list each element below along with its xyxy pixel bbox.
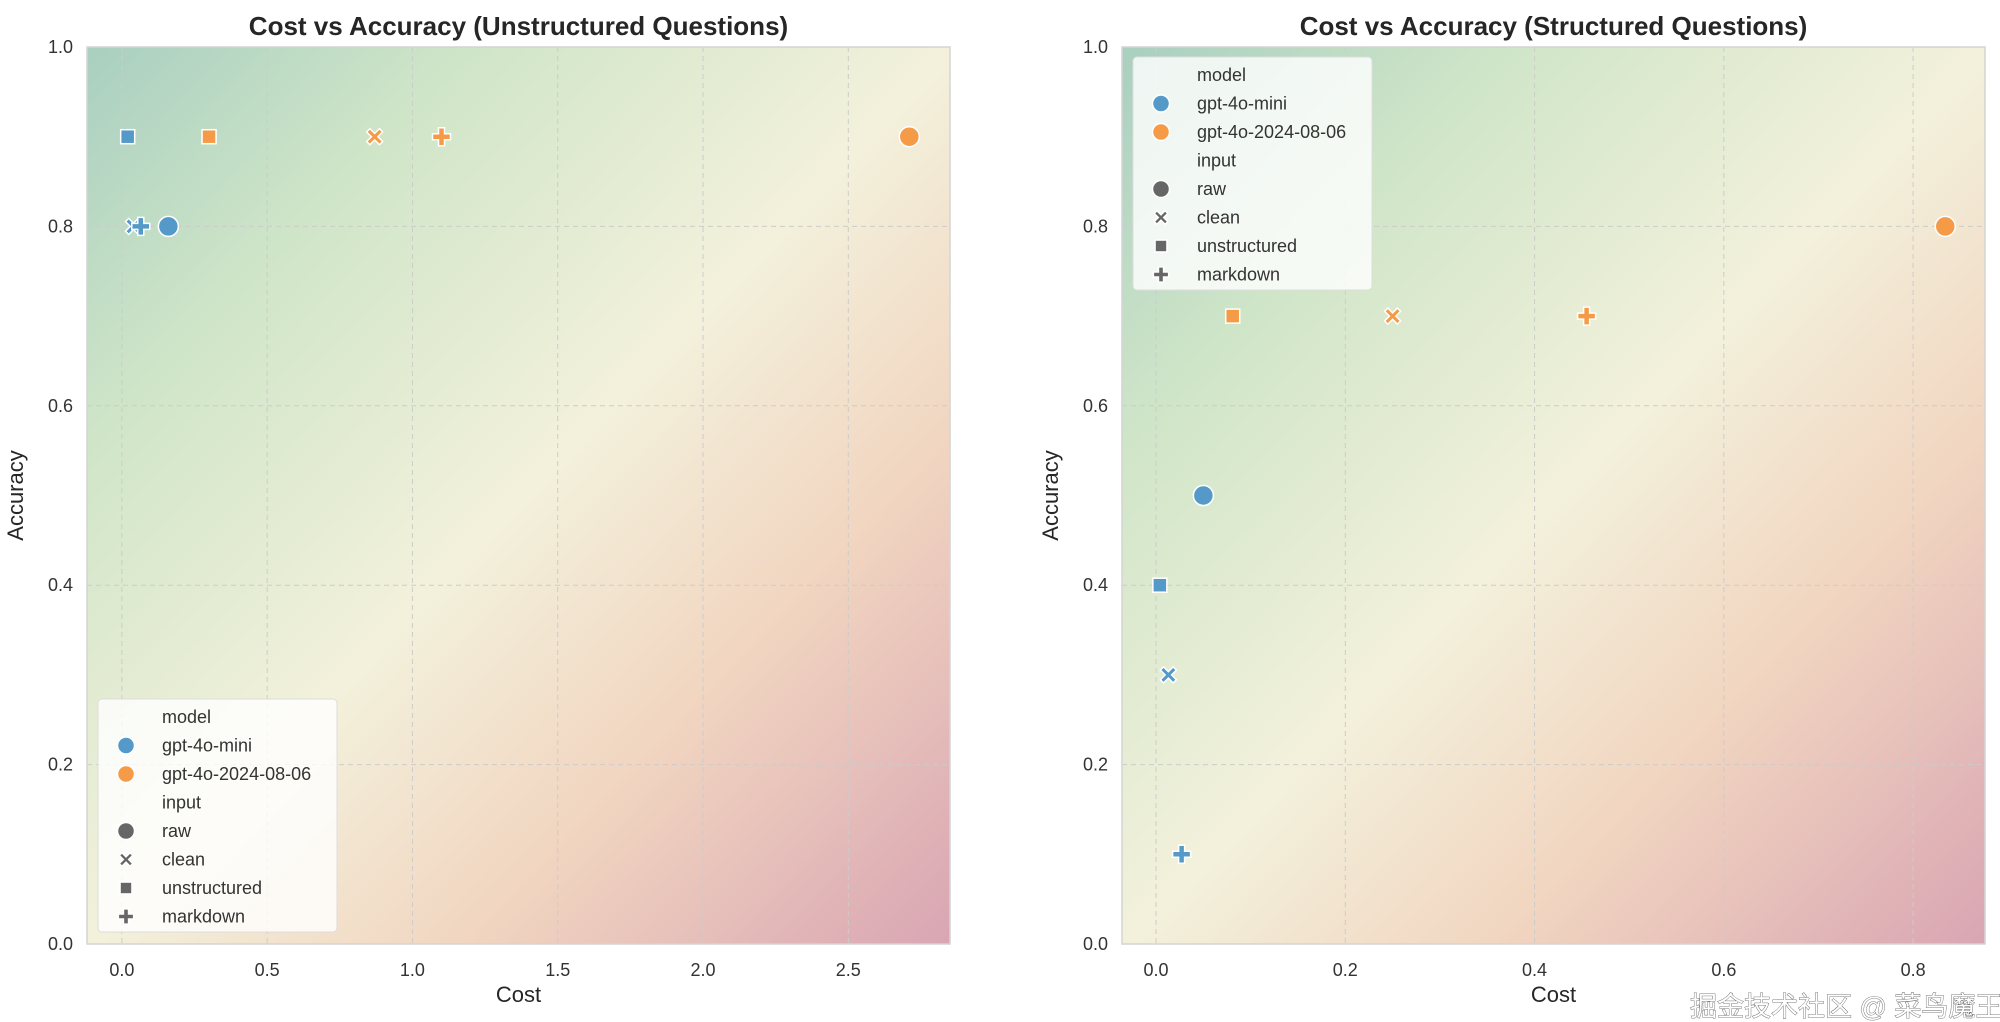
y-tick-label: 0.6 (48, 396, 73, 416)
chart-title: Cost vs Accuracy (Unstructured Questions… (249, 11, 788, 41)
x-tick-label: 0.0 (1144, 960, 1169, 980)
legend-title: input (162, 793, 201, 813)
x-tick-label: 0.6 (1711, 960, 1736, 980)
chart-unstructured: 0.0 0.5 1.0 1.5 2.0 2.5 0.0 0.2 0.4 0.6 0.8 1.0 Cost… (3, 11, 951, 1007)
y-axis-label: Accuracy (3, 450, 28, 540)
legend-entry: gpt-4o-2024-08-06 (162, 764, 311, 784)
x-tick-label: 0.2 (1333, 960, 1358, 980)
x-tick-label: 0.0 (109, 960, 134, 980)
legend-marker-gpt-4o-2024-08-06 (1151, 122, 1171, 142)
point-gpt-4o-mini-clean (1159, 665, 1178, 684)
legend: model gpt-4o-mini gpt-4o-2024-08-06 input ra… (1132, 56, 1373, 291)
point-gpt-4o-2024-08-06-markdown (1576, 306, 1597, 326)
y-tick-label: 0.8 (48, 216, 73, 236)
legend-marker-gpt-4o-mini (1151, 94, 1171, 113)
y-tick-label: 0.0 (48, 934, 73, 954)
point-gpt-4o-2024-08-06-clean (1383, 307, 1402, 326)
x-tick-label: 1.0 (400, 960, 425, 980)
point-gpt-4o-mini-markdown (131, 216, 151, 237)
y-tick-label: 0.6 (1083, 396, 1108, 416)
legend-title: model (162, 707, 211, 727)
y-tick-label: 1.0 (1083, 37, 1108, 57)
point-gpt-4o-2024-08-06-raw (1934, 215, 1957, 238)
x-tick-label: 2.0 (690, 960, 715, 980)
y-tick-label: 0.2 (48, 755, 73, 775)
point-gpt-4o-mini-unstructured (1152, 577, 1168, 593)
point-gpt-4o-2024-08-06-clean (365, 127, 384, 146)
legend-entry: markdown (162, 907, 245, 927)
legend-title: input (1197, 151, 1236, 171)
point-gpt-4o-2024-08-06-unstructured (1224, 308, 1241, 324)
plot-frame (1121, 46, 1986, 945)
legend-marker-raw (116, 821, 136, 841)
legend-marker-markdown (1152, 266, 1170, 283)
legend-box (1132, 56, 1373, 291)
legend-marker-unstructured (1154, 239, 1168, 253)
legend-entry: raw (1197, 179, 1227, 199)
legend-entry: raw (162, 821, 192, 841)
legend-marker-unstructured (119, 881, 133, 895)
legend-entry: gpt-4o-2024-08-06 (1197, 122, 1346, 142)
legend-entry: clean (162, 850, 205, 870)
y-tick-label: 0.4 (48, 575, 73, 595)
legend-marker-raw (1151, 179, 1171, 199)
point-gpt-4o-mini-unstructured (119, 128, 136, 145)
x-tick-label: 0.5 (255, 960, 280, 980)
legend-marker-gpt-4o-2024-08-06 (116, 764, 136, 784)
watermark: 掘金技术社区 @ 菜鸟魔王 (1690, 992, 2000, 1022)
x-axis-label: Cost (496, 982, 541, 1007)
legend-entry: unstructured (1197, 236, 1297, 256)
legend-marker-markdown (117, 908, 135, 925)
legend-entry: gpt-4o-mini (1197, 94, 1287, 114)
chart-title: Cost vs Accuracy (Structured Questions) (1300, 11, 1808, 41)
x-tick-label: 0.4 (1522, 960, 1547, 980)
chart-structured: 0.0 0.2 0.4 0.6 0.8 0.0 0.2 0.4 0.6 0.8 1.0 Cost vs… (1038, 11, 1986, 1007)
legend: model gpt-4o-mini gpt-4o-2024-08-06 input ra… (97, 698, 338, 933)
y-tick-label: 1.0 (48, 37, 73, 57)
point-gpt-4o-2024-08-06-markdown (431, 126, 452, 147)
legend-entry: unstructured (162, 878, 262, 898)
point-gpt-4o-mini-markdown (1171, 844, 1192, 865)
point-gpt-4o-2024-08-06-unstructured (201, 128, 217, 145)
y-tick-label: 0.2 (1083, 755, 1108, 775)
legend-entry: clean (1197, 208, 1240, 228)
legend-marker-clean (1153, 209, 1169, 226)
y-tick-label: 0.4 (1083, 575, 1108, 595)
y-axis-label: Accuracy (1038, 450, 1063, 540)
x-axis-label: Cost (1531, 982, 1576, 1007)
y-tick-label: 0.0 (1083, 934, 1108, 954)
point-gpt-4o-2024-08-06-raw (898, 125, 921, 148)
legend-entry: gpt-4o-mini (162, 736, 252, 756)
point-gpt-4o-mini-raw (1192, 484, 1215, 507)
x-tick-label: 0.8 (1901, 960, 1926, 980)
x-tick-label: 1.5 (545, 960, 570, 980)
legend-marker-gpt-4o-mini (116, 736, 136, 755)
x-tick-label: 2.5 (836, 960, 861, 980)
legend-marker-clean (118, 851, 134, 868)
legend-title: model (1197, 65, 1246, 85)
y-tick-label: 0.8 (1083, 216, 1108, 236)
point-gpt-4o-mini-raw (157, 215, 180, 238)
plot-frame (86, 46, 951, 945)
legend-box (97, 698, 338, 933)
legend-entry: markdown (1197, 265, 1280, 285)
